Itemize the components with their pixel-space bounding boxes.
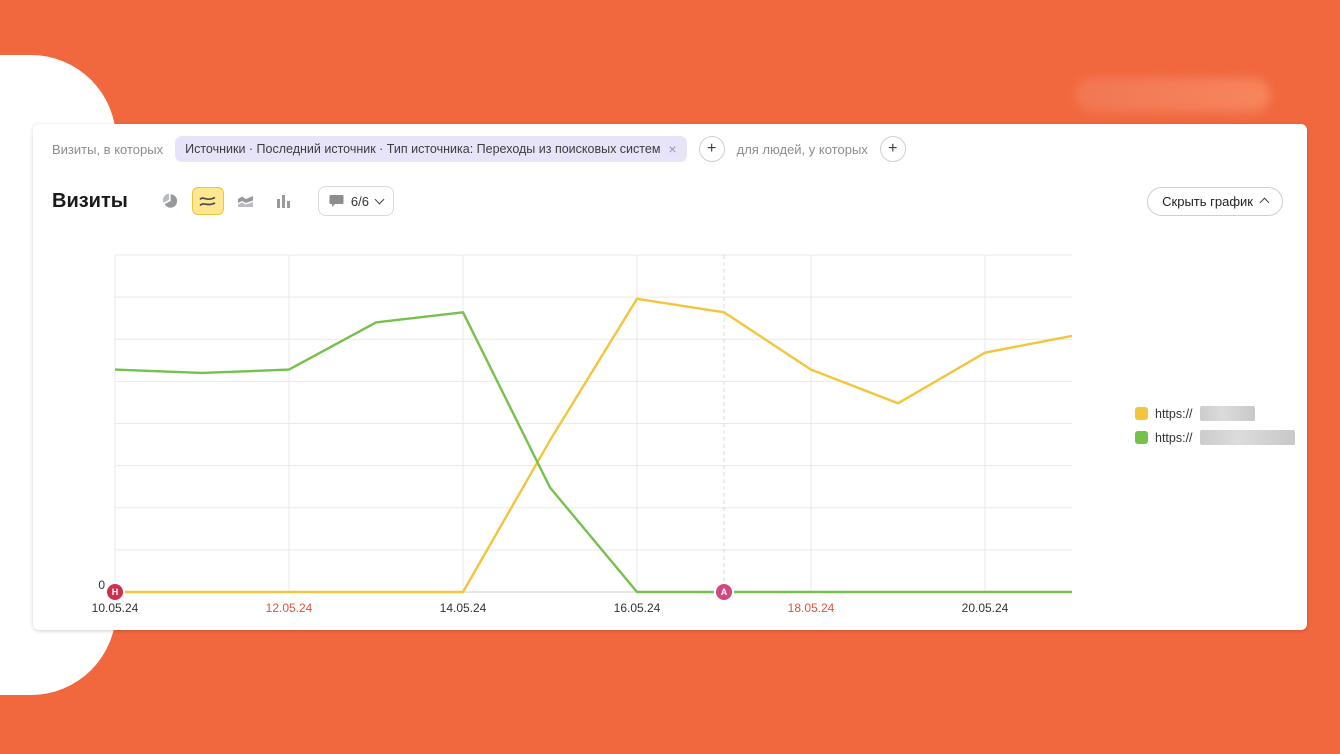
- chevron-up-icon: [1259, 197, 1270, 208]
- legend-label-blur-mask: [1199, 406, 1255, 421]
- x-tick-label: 14.05.24: [439, 601, 487, 615]
- x-tick-label: 10.05.24: [91, 601, 139, 615]
- for-people-label: для людей, у которых: [736, 141, 868, 157]
- stacked-area-icon: [237, 194, 254, 208]
- chart-toolbar: Визиты: [52, 184, 1283, 218]
- segment-filter-row: Визиты, в которых Источники · Последний …: [52, 134, 1291, 164]
- hide-chart-button[interactable]: Скрыть график: [1147, 186, 1283, 216]
- section-title: Визиты: [52, 189, 128, 212]
- chart-legend: https:// https://: [1135, 406, 1295, 445]
- add-segment-button[interactable]: +: [698, 136, 725, 162]
- chart-type-line-button[interactable]: [191, 187, 224, 215]
- series-line-1: [114, 311, 1072, 594]
- legend-item-green[interactable]: https://: [1135, 430, 1295, 445]
- x-tick-label: 18.05.24: [787, 601, 835, 615]
- hide-chart-label: Скрыть график: [1162, 193, 1253, 209]
- legend-swatch-yellow: [1135, 407, 1148, 420]
- x-tick-label: 20.05.24: [961, 601, 1009, 615]
- chart-type-columns-button[interactable]: [268, 187, 300, 215]
- x-tick-label: 12.05.24: [265, 601, 313, 615]
- background-streak-orange: [1075, 78, 1270, 112]
- y-axis-zero-label: 0: [98, 578, 105, 592]
- visits-in-which-label: Визиты, в которых: [52, 141, 164, 157]
- chart-svg: [114, 254, 1073, 594]
- filter-chip-label: Источники · Последний источник · Тип ист…: [185, 142, 661, 156]
- annotation-marker-Н[interactable]: Н: [107, 584, 123, 600]
- x-tick-label: 16.05.24: [613, 601, 661, 615]
- filter-chip[interactable]: Источники · Последний источник · Тип ист…: [175, 136, 687, 162]
- add-people-filter-button[interactable]: +: [879, 136, 906, 162]
- pie-chart-icon: [162, 193, 178, 209]
- legend-label-green: https://: [1155, 430, 1193, 445]
- chevron-down-icon: [374, 194, 385, 205]
- chart-type-pie-button[interactable]: [154, 187, 186, 215]
- metrica-chart-card: Визиты, в которых Источники · Последний …: [33, 124, 1307, 630]
- x-axis-tick-labels: 10.05.24 12.05.24 14.05.24 16.05.24 18.05.24…: [92, 601, 1072, 617]
- legend-item-yellow[interactable]: https://: [1135, 406, 1295, 421]
- legend-swatch-green: [1135, 431, 1148, 444]
- legend-label-blur-mask: [1199, 430, 1295, 445]
- series-line-0: [115, 297, 1073, 594]
- legend-label-yellow: https://: [1155, 406, 1193, 421]
- comments-count: 6/6: [350, 193, 369, 209]
- chip-remove-icon[interactable]: ×: [668, 141, 677, 157]
- annotation-marker-А[interactable]: А: [716, 584, 732, 600]
- comment-bubble-icon: [329, 194, 344, 208]
- line-chart-icon: [199, 194, 216, 208]
- chart-type-stacked-area-button[interactable]: [230, 187, 262, 215]
- columns-chart-icon: [276, 194, 292, 208]
- comments-dropdown[interactable]: 6/6: [317, 186, 394, 216]
